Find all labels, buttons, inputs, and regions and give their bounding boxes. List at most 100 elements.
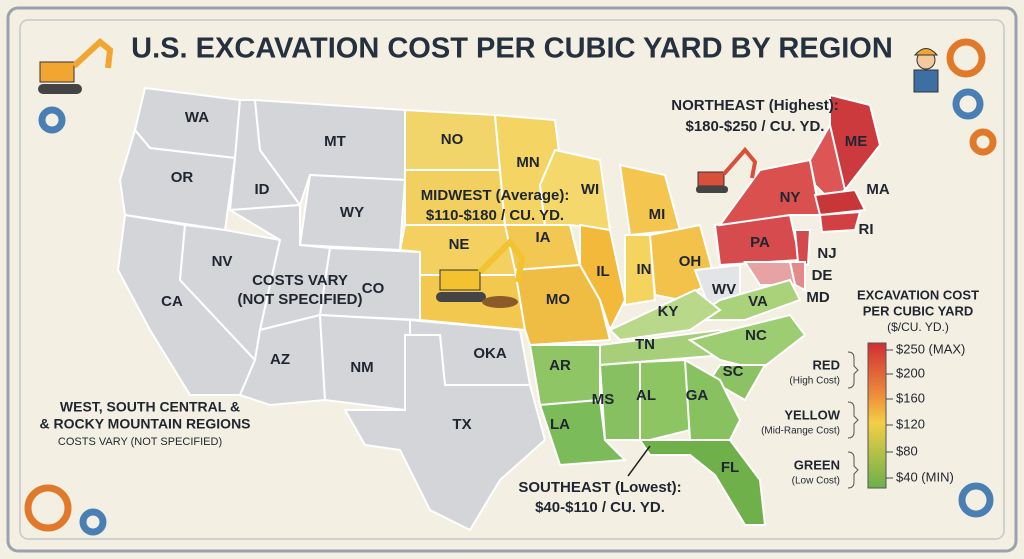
- scale-label: $200: [896, 365, 925, 380]
- state-label: WA: [185, 109, 209, 126]
- state-label: AL: [636, 387, 656, 404]
- state-shape: [608, 288, 722, 342]
- inner-frame: [19, 19, 1005, 540]
- state-label: DE: [812, 267, 833, 284]
- group-name: GREEN: [794, 457, 840, 472]
- region-name: SOUTHEAST (Lowest):: [518, 479, 681, 496]
- state-label: NM: [350, 359, 373, 376]
- scale-label: $160: [896, 390, 925, 405]
- state-label: NE: [449, 236, 470, 253]
- group-note: (Low Cost): [792, 476, 840, 487]
- state-label: SC: [723, 363, 744, 380]
- legend-title: ($/CU. YD.): [887, 320, 949, 334]
- state-label: OH: [679, 253, 702, 270]
- region-note: WEST, SOUTH CENTRAL &: [60, 399, 240, 415]
- group-brace: [847, 451, 859, 489]
- state-shape: [638, 439, 767, 526]
- state-label: MI: [649, 206, 666, 223]
- state-label: WV: [712, 281, 736, 298]
- region-range: $110-$180 / CU. YD.: [426, 207, 564, 224]
- state-label: TX: [452, 416, 471, 433]
- state-label: GA: [686, 387, 709, 404]
- state-label: FL: [721, 459, 739, 476]
- state-shape: [743, 261, 797, 286]
- state-label: NJ: [817, 245, 836, 262]
- legend-groups: RED (High Cost) YELLOW (Mid-Range Cost) GREE…: [761, 351, 859, 489]
- state-shape: [818, 210, 862, 234]
- state-shape: [717, 158, 822, 227]
- region-name: MIDWEST (Average):: [421, 187, 570, 204]
- worker-icon: [913, 48, 939, 93]
- group-name: YELLOW: [784, 407, 840, 422]
- group-name: RED: [813, 357, 840, 372]
- color-scale: [867, 342, 887, 489]
- state-label: OR: [171, 169, 194, 186]
- state-label: VA: [748, 293, 768, 310]
- scale-label: $80: [896, 443, 918, 458]
- group-brace: [847, 401, 859, 439]
- state-label: AZ: [270, 351, 290, 368]
- state-label: MN: [516, 154, 539, 171]
- excavator-icon: [696, 146, 758, 193]
- state-label: KY: [658, 303, 679, 320]
- state-label: MS: [592, 391, 615, 408]
- state-label: OKA: [473, 345, 507, 362]
- state-label: IN: [637, 261, 652, 278]
- region-note: COSTS VARY: [252, 272, 348, 289]
- state-shape: [639, 358, 692, 441]
- state-label: IL: [596, 263, 609, 280]
- legend-title: EXCAVATION COST: [857, 287, 979, 302]
- state-shape: [624, 234, 657, 307]
- state-shape: [683, 358, 742, 441]
- region-range: $180-$250 / CU. YD.: [686, 118, 825, 135]
- state-label: CO: [362, 280, 385, 297]
- legend-title: PER CUBIC YARD: [863, 303, 974, 318]
- state-shape: [813, 188, 867, 217]
- state-shape: [528, 344, 601, 407]
- title: U.S. EXCAVATION COST PER CUBIC YARD BY R…: [131, 33, 893, 65]
- state-label: RI: [859, 221, 874, 238]
- state-label: IA: [536, 229, 551, 246]
- region-note: & ROCKY MOUNTAIN REGIONS: [39, 416, 250, 432]
- state-label: LA: [550, 416, 570, 433]
- gear-icons: [24, 38, 997, 536]
- state-shape: [687, 313, 807, 372]
- state-shape: [343, 334, 547, 532]
- state-label: NV: [212, 253, 233, 270]
- group-note: (High Cost): [789, 376, 840, 387]
- state-label: MT: [324, 133, 346, 150]
- state-label: ID: [255, 181, 270, 198]
- excavator-icon: [38, 38, 114, 94]
- state-label: MD: [806, 289, 829, 306]
- state-label: WI: [581, 181, 599, 198]
- state-label: MA: [866, 181, 889, 198]
- region-name: NORTHEAST (Highest):: [671, 97, 839, 114]
- scale-labels: $250 (MAX) $200 $160 $120 $80 $40 (MIN): [886, 341, 965, 484]
- state-label: MO: [546, 291, 570, 308]
- frame: [6, 6, 1018, 553]
- region-note: (NOT SPECIFIED): [237, 291, 362, 308]
- scale-label: $40 (MIN): [896, 469, 954, 484]
- state-label: NY: [780, 189, 801, 206]
- state-shape: [538, 148, 612, 232]
- state-shape: [708, 364, 767, 402]
- excavator-icon: [436, 237, 526, 308]
- pointer-arrow: [627, 445, 651, 477]
- state-shape: [538, 398, 628, 467]
- state-label: WY: [340, 204, 364, 221]
- region-range: $40-$110 / CU. YD.: [535, 499, 665, 516]
- group-brace: [847, 351, 859, 389]
- state-label: PA: [750, 234, 770, 251]
- scale-label: $120: [896, 416, 925, 431]
- state-label: TN: [635, 336, 655, 353]
- region-note: COSTS VARY (NOT SPECIFIED): [58, 436, 222, 448]
- state-label: NC: [745, 327, 767, 344]
- scale-label: $250 (MAX): [896, 341, 965, 356]
- group-note: (Mid-Range Cost): [761, 426, 840, 437]
- state-label: CA: [161, 293, 183, 310]
- state-shape: [793, 229, 812, 267]
- state-label: NO: [441, 131, 464, 148]
- state-label: ME: [845, 133, 868, 150]
- state-label: AR: [549, 357, 571, 374]
